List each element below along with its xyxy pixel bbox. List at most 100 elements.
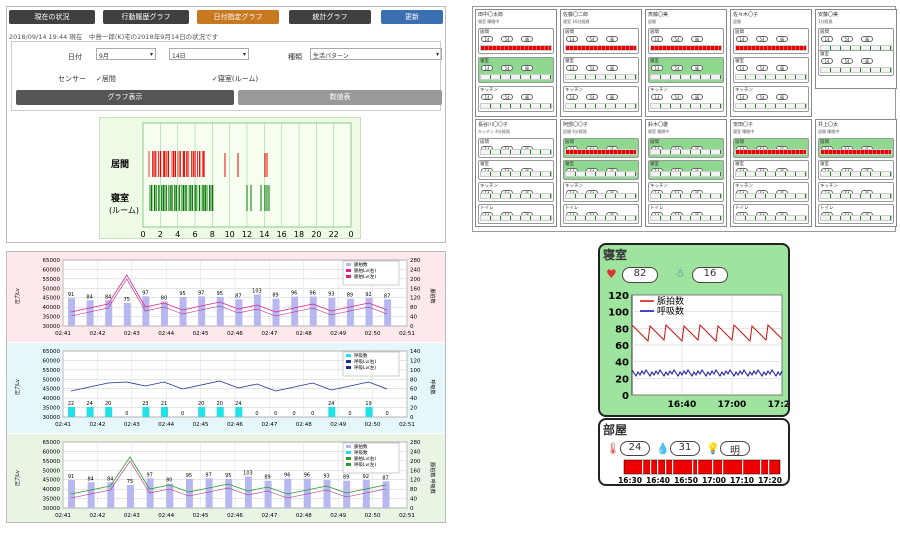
svg-text:84: 84 [87, 476, 93, 482]
living-checkbox[interactable]: ✓居間 [96, 75, 116, 83]
resident-card[interactable]: 斎藤〇美 居間 居間 14 54 晴寝室 14 54 晴キッチン 14 54 晴 [645, 9, 727, 117]
svg-text:60000: 60000 [43, 449, 61, 455]
svg-text:30000: 30000 [43, 506, 61, 512]
graph-display-button[interactable]: グラフ表示 [16, 90, 234, 105]
svg-text:21: 21 [161, 401, 167, 407]
tab-2[interactable]: 日付指定グラフ [197, 10, 279, 24]
tab-0[interactable]: 現在の状況 [9, 10, 95, 24]
svg-text:120: 120 [608, 291, 629, 302]
svg-text:0: 0 [311, 411, 314, 417]
activity-xtick: 18 [294, 230, 304, 239]
room-section: トイレ1454晴 [648, 204, 724, 224]
svg-text:45000: 45000 [43, 296, 61, 302]
svg-text:02:43: 02:43 [124, 513, 140, 519]
svg-text:0: 0 [125, 411, 128, 417]
day-select[interactable]: 14日 ▾ [169, 48, 249, 60]
resident-card[interactable]: 田中〇太郎 寝室 睡眠中 居間 14 54 晴寝室 14 54 晴キッチン 14 54 晴 [475, 9, 557, 117]
tab-4[interactable]: 更新 [381, 10, 443, 24]
svg-text:91: 91 [68, 292, 74, 298]
resident-card[interactable]: 安藤〇美 1分経過 居間 14 54 晴寝室 14 54 晴 [815, 9, 897, 89]
svg-text:02:47: 02:47 [261, 513, 277, 519]
filter-form: 日付 9月 ▾ 14日 ▾ 種類 生活パターン ▾ センサー ✓居間 ✓寝室(ルーム)… [11, 41, 442, 111]
svg-text:02:45: 02:45 [193, 331, 209, 337]
svg-text:02:50: 02:50 [365, 331, 381, 337]
svg-text:20: 20 [615, 374, 629, 385]
svg-text:60: 60 [410, 387, 417, 393]
svg-text:97: 97 [198, 290, 204, 296]
bedroom-checkbox[interactable]: ✓寝室(ルーム) [212, 75, 259, 83]
vitals-charts-panel: 65000 280 60000 240 55000 200 50000 160 45000 120… [6, 251, 446, 523]
svg-text:24: 24 [86, 401, 92, 407]
svg-text:0: 0 [410, 324, 414, 330]
svg-text:0: 0 [293, 411, 296, 417]
svg-text:95: 95 [217, 291, 223, 297]
svg-text:呼吸数: 呼吸数 [657, 305, 684, 317]
svg-text:45000: 45000 [43, 387, 61, 393]
activity-xtick: 12 [242, 230, 252, 239]
numeric-table-button[interactable]: 数値表 [238, 90, 442, 105]
tab-3[interactable]: 統計グラフ [289, 10, 371, 24]
room-section: トイレ1454晴 [818, 204, 894, 224]
svg-text:20: 20 [410, 406, 417, 412]
activity-xtick: 4 [175, 230, 180, 239]
svg-text:脈拍Lv(左): 脈拍Lv(左) [354, 273, 376, 280]
lungs-icon: ☃ [675, 267, 685, 280]
resident-card[interactable]: 佐々木〇子 居間 居間 14 54 晴寝室 14 54 晴キッチン 14 54 晴 [730, 9, 812, 117]
svg-text:89: 89 [343, 475, 349, 481]
activity-xtick: 20 [311, 230, 321, 239]
type-select[interactable]: 生活パターン ▾ [310, 48, 442, 60]
svg-text:脈拍数: 脈拍数 [354, 443, 368, 450]
activity-xtick: 10 [225, 230, 235, 239]
svg-text:居間: 居間 [111, 159, 129, 170]
svg-text:240: 240 [410, 449, 421, 455]
svg-text:40000: 40000 [43, 305, 61, 311]
detail-title: 寝室 [603, 248, 628, 262]
svg-text:02:44: 02:44 [158, 422, 174, 428]
svg-text:02:41: 02:41 [55, 331, 71, 337]
svg-text:96: 96 [304, 473, 310, 479]
svg-text:16:40: 16:40 [646, 476, 670, 485]
status-line: 2018/09/14 19:44 現在 中島一郎(K)宅の2018年9月14日の… [9, 33, 219, 41]
svg-text:17:00: 17:00 [718, 400, 747, 410]
activity-xtick: 2 [158, 230, 163, 239]
svg-text:40: 40 [410, 315, 417, 321]
resident-card[interactable]: 佐藤〇二郎 寝室 16分経過 居間 14 54 晴寝室 14 54 晴キッチン 14 54 晴 [560, 9, 642, 117]
svg-text:60000: 60000 [43, 267, 61, 273]
room-section: トイレ1454晴 [478, 204, 554, 224]
svg-text:80: 80 [166, 477, 172, 483]
svg-text:19: 19 [365, 401, 371, 407]
svg-text:60: 60 [615, 341, 629, 352]
svg-text:60000: 60000 [43, 358, 61, 364]
room-section: トイレ1454晴 [733, 204, 809, 224]
svg-text:(ルーム): (ルーム) [109, 206, 139, 215]
svg-text:200: 200 [410, 277, 421, 283]
svg-text:40000: 40000 [43, 396, 61, 402]
room-occupancy-bar: 16:30 16:40 16:50 17:00 17:10 17:20 [618, 459, 782, 485]
svg-text:50000: 50000 [43, 377, 61, 383]
svg-text:120: 120 [410, 296, 421, 302]
humidity-value: 31 [670, 441, 700, 456]
svg-text:55000: 55000 [43, 277, 61, 283]
room-panel: 部屋 🌡 24 💧 31 💡 明 16:30 16:40 16:50 17:00 17:… [598, 418, 790, 486]
svg-text:65000: 65000 [43, 349, 61, 355]
tab-1[interactable]: 行動履歴グラフ [103, 10, 189, 24]
month-select[interactable]: 9月 ▾ [96, 48, 156, 60]
svg-text:02:45: 02:45 [193, 422, 209, 428]
svg-text:02:42: 02:42 [89, 422, 105, 428]
